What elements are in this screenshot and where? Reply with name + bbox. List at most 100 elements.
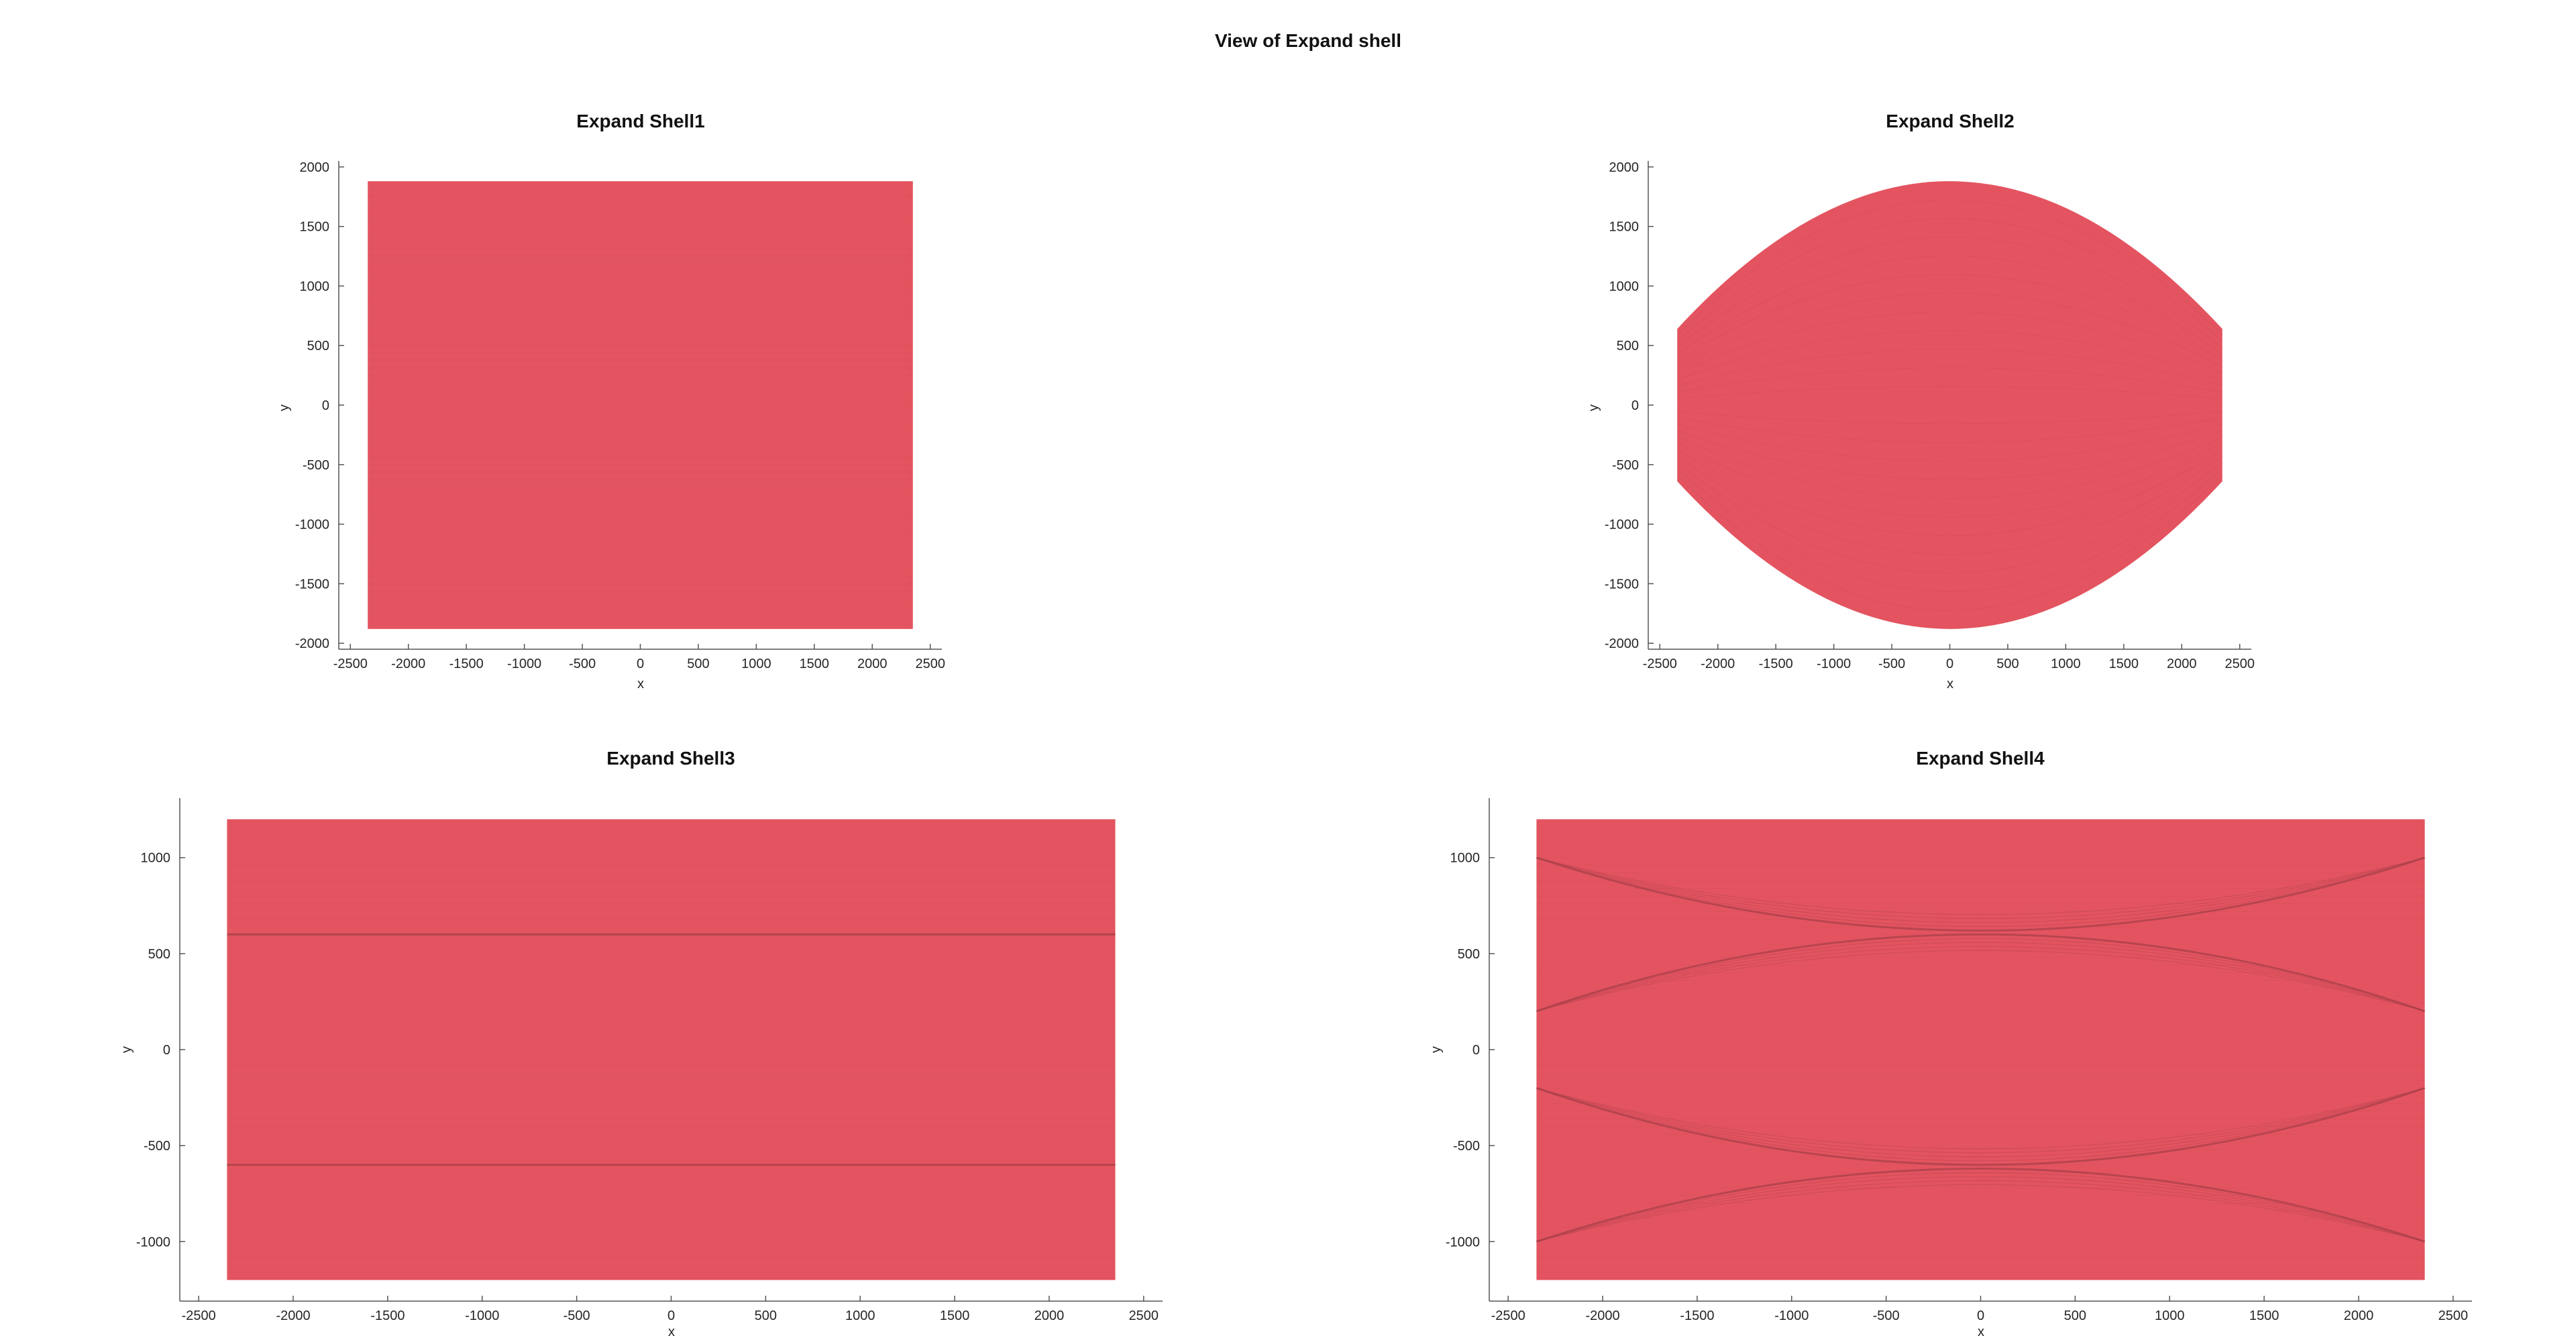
mesh-line <box>1677 410 2222 425</box>
mesh-line <box>1676 443 2223 518</box>
x-tick-label: -2500 <box>333 657 368 671</box>
seam-arc <box>1536 1180 2425 1242</box>
mesh-line <box>1676 292 2223 368</box>
mesh-line <box>1677 430 2222 480</box>
y-tick-label: 1000 <box>1450 851 1481 866</box>
mesh-line <box>1677 386 2222 400</box>
plot-area <box>227 819 1116 1280</box>
mesh-line <box>1677 367 2222 393</box>
seam-arc <box>1536 857 2425 928</box>
axes-expand-shell4: Expand Shell4 -2500 -2000 -1500 -1000 -500 0 5… <box>1429 748 2472 1336</box>
seam-arc <box>1536 946 2425 1012</box>
seam-arc <box>1536 938 2425 1012</box>
y-axis-label: y <box>1587 404 1601 411</box>
x-axis-label: x <box>668 1325 675 1336</box>
mesh-line <box>1677 330 2222 380</box>
y-tick-label: 500 <box>148 947 170 962</box>
y-tick-label: -1000 <box>1446 1235 1480 1249</box>
axes-title: Expand Shell1 <box>576 111 704 131</box>
x-tick-label: 2000 <box>2344 1309 2374 1323</box>
x-tick-label: 500 <box>2064 1309 2086 1323</box>
y-axis-label: y <box>1429 1046 1444 1053</box>
axis-lines: -2500 -2000 -1500 -1000 -500 0 500 1000 1500 2000… <box>1605 160 2255 671</box>
y-tick-label: -500 <box>1453 1139 1480 1154</box>
y-tick-label: -1500 <box>295 577 329 592</box>
x-tick-label: -1000 <box>1817 657 1851 671</box>
x-tick-label: 0 <box>1977 1309 1984 1323</box>
surface-patch <box>1677 181 2222 629</box>
seam-arc <box>1536 857 2425 924</box>
seam-arc <box>1536 1167 2426 1243</box>
x-tick-label: 0 <box>1946 657 1953 671</box>
seam-arc <box>1536 856 2426 932</box>
x-tick-label: 2000 <box>1034 1309 1065 1323</box>
x-tick-label: -1500 <box>1680 1309 1714 1323</box>
mesh-line <box>1677 311 2222 374</box>
seam-arc <box>1536 933 2426 1013</box>
y-tick-label: 2000 <box>1609 160 1640 175</box>
mesh-line <box>1676 218 2223 342</box>
x-tick-label: 2000 <box>857 657 888 671</box>
x-tick-label: 1000 <box>2051 657 2081 671</box>
seam-arc <box>1536 1184 2425 1242</box>
plot-area <box>1676 181 2223 629</box>
x-tick-label: -2000 <box>1701 657 1735 671</box>
mesh-line <box>1676 468 2223 592</box>
y-tick-label: 0 <box>1631 398 1639 413</box>
x-tick-label: -1000 <box>465 1309 499 1323</box>
x-tick-label: 2500 <box>2438 1309 2469 1323</box>
x-tick-label: -2500 <box>1491 1309 1525 1323</box>
y-tick-label: -500 <box>144 1139 170 1154</box>
x-tick-label: -500 <box>1873 1309 1900 1323</box>
x-tick-label: 1000 <box>2155 1309 2185 1323</box>
y-tick-label: -500 <box>303 458 329 473</box>
x-tick-label: -500 <box>564 1309 590 1323</box>
x-axis-label: x <box>637 677 644 691</box>
axes-expand-shell2: Expand Shell2 -2500 -2000 -1500 -1000 -500 0 5… <box>1587 111 2255 691</box>
surface-patch <box>1536 819 2425 1280</box>
x-tick-label: -2500 <box>182 1309 216 1323</box>
x-tick-label: -2000 <box>1585 1309 1619 1323</box>
x-tick-label: -1000 <box>1774 1309 1809 1323</box>
seam-arc <box>1536 1087 2425 1162</box>
y-tick-label: 500 <box>1617 339 1639 353</box>
x-tick-label: 2500 <box>915 657 945 671</box>
y-tick-label: 1000 <box>1609 279 1640 294</box>
x-tick-label: -1500 <box>370 1309 405 1323</box>
mesh-line <box>1676 461 2223 573</box>
x-tick-label: 1500 <box>2249 1309 2279 1323</box>
axis-lines: -2500 -2000 -1500 -1000 -500 0 500 1000 1500 2000… <box>136 798 1163 1323</box>
seam-arc <box>1536 950 2425 1012</box>
axes-expand-shell1: Expand Shell1 -2500 -2000 -1500 -1000 -500 0 5… <box>277 111 945 691</box>
x-tick-label: 1000 <box>741 657 771 671</box>
seam-arc <box>1536 1087 2426 1166</box>
x-tick-label: 0 <box>667 1309 675 1323</box>
mesh-line <box>1676 237 2223 349</box>
y-tick-label: 0 <box>163 1043 170 1058</box>
y-tick-label: -2000 <box>1605 636 1639 651</box>
x-axis-label: x <box>1947 677 1953 691</box>
plot-area <box>368 181 913 629</box>
y-tick-label: 1000 <box>300 279 330 294</box>
x-tick-label: 1500 <box>2109 657 2139 671</box>
mesh-line <box>1676 455 2223 555</box>
seam-arc <box>1536 942 2425 1012</box>
y-tick-label: 1500 <box>1609 220 1640 235</box>
seam-arc <box>1536 1087 2425 1158</box>
y-tick-label: 0 <box>322 398 329 413</box>
x-tick-label: 0 <box>637 657 644 671</box>
seam-arc <box>1536 1176 2425 1242</box>
x-tick-label: -2000 <box>391 657 425 671</box>
mesh-line <box>1676 474 2223 611</box>
y-tick-label: -1000 <box>136 1235 170 1249</box>
y-tick-label: 1500 <box>300 220 330 235</box>
x-tick-label: 2000 <box>2167 657 2197 671</box>
figure-title: View of Expand shell <box>1215 30 1401 51</box>
axes-expand-shell3: Expand Shell3 -2500 -2000 -1500 -1000 -500 0 5… <box>119 748 1163 1336</box>
surface-patch <box>227 819 1116 1280</box>
mesh-line <box>1677 349 2222 387</box>
x-tick-label: -1500 <box>449 657 484 671</box>
x-tick-label: 1500 <box>800 657 830 671</box>
mesh-line <box>1676 199 2223 336</box>
